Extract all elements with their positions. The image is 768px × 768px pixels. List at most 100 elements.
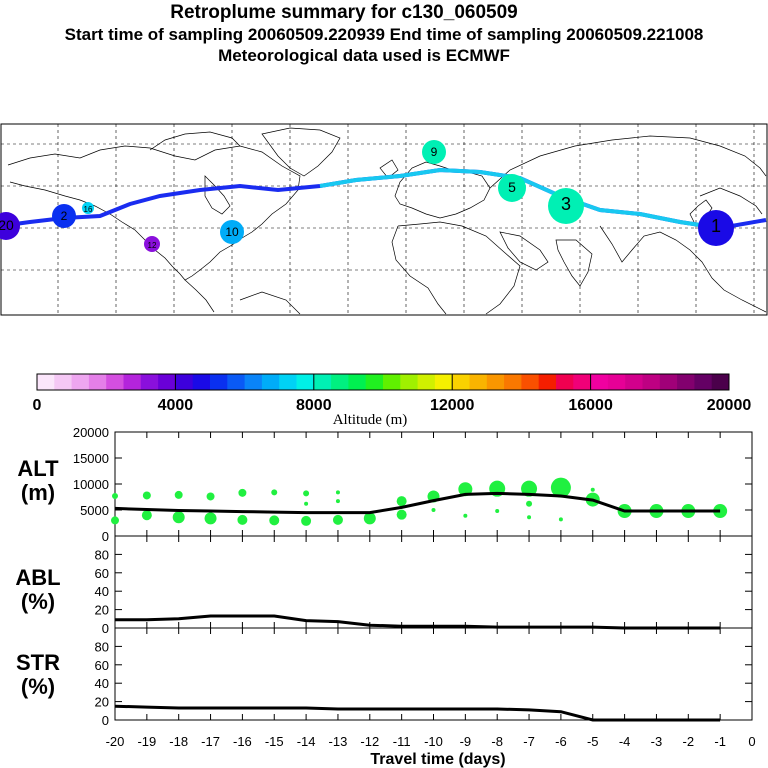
y-tick-label: 80 [95,547,109,562]
abl-panel-label: ABL [15,565,60,590]
trajectory-mark [82,202,94,214]
x-tick-label: -8 [491,734,503,749]
panel-str: 0 20 40 60 80 [95,627,753,728]
colorbar-cell [244,374,263,390]
map-frame [0,123,768,316]
colorbar-cell [486,374,505,390]
y-tick-label: 20 [95,603,109,618]
panel-abl: 0 20 40 60 80 [95,535,753,636]
world-map: 20 2 16 10 9 5 3 1 12 [0,123,768,316]
colorbar-tick-label: 8000 [296,397,332,414]
alt-scatter-point [271,489,278,496]
colorbar-cell [296,374,315,390]
colorbar-cell [88,374,107,390]
colorbar-tick-label: 12000 [430,397,475,414]
colorbar-cell [123,374,142,390]
colorbar-cell [37,374,55,390]
x-tick-label: -12 [360,734,379,749]
sampling-times: Start time of sampling 20060509.220939 E… [64,25,704,44]
colorbar-frame [36,373,730,391]
x-tick-label: -17 [201,734,220,749]
panel-frame [114,535,753,629]
alt-scatter-point [521,480,538,497]
trajectory-mark [144,236,160,252]
y-tick-label: 0 [102,713,109,728]
alt-scatter-point [141,510,152,521]
colorbar-cell [175,374,194,390]
x-tick-label: -11 [393,734,411,749]
trajectory-mark-label: 3 [561,194,571,214]
trajectory-mark-label: 1 [711,216,721,236]
alt-scatter-point [335,499,340,504]
x-tick-label: -13 [329,734,348,749]
x-tick-label: -6 [555,734,567,749]
y-tick-label: 80 [95,639,109,654]
alt-scatter-point [172,511,185,524]
alt-scatter-point [238,488,247,497]
altitude-colorbar: 0 4000 8000 12000 16000 20000 [33,373,751,414]
colorbar-tick-label: 4000 [158,397,194,414]
colorbar-cell [279,374,297,390]
met-data-source: Meteorological data used is ECMWF [218,46,510,65]
colorbar-cell [365,374,384,390]
colorbar-label: Altitude (m) [333,412,408,428]
alt-scatter-point [713,504,728,519]
colorbar-cell [71,374,90,390]
alt-scatter-point [335,490,340,495]
x-tick-label: -10 [424,734,443,749]
colorbar-cell [625,374,643,390]
colorbar-cell [521,374,540,390]
y-tick-label: 20000 [73,425,109,440]
alt-scatter-point [206,492,215,501]
alt-scatter-point [396,496,407,507]
colorbar-cell [331,374,349,390]
trajectory-mark [498,174,526,202]
alt-scatter-point [174,490,183,499]
trajectory-mark [220,220,244,244]
y-tick-label: 60 [95,566,109,581]
colorbar-cell [590,374,609,390]
x-tick-label: -16 [233,734,252,749]
alt-series-line [114,491,721,515]
x-tick-label: -19 [137,734,156,749]
y-tick-label: 15000 [73,451,109,466]
y-tick-label: 60 [95,658,109,673]
x-tick-label: -18 [169,734,188,749]
alt-scatter-point [332,514,343,525]
colorbar-cell [210,374,228,390]
alt-scatter-point [558,517,563,522]
trajectory-mark-label: 12 [148,241,157,250]
colorbar-tick-label: 0 [33,397,42,414]
alt-scatter-point [363,512,376,525]
alt-scatter-point [111,516,119,525]
x-tick-label: -1 [714,734,726,749]
alt-scatter-point [304,501,309,506]
trajectory-mark [52,204,76,228]
alt-scatter-point [431,508,436,512]
y-tick-label: 40 [95,676,109,691]
colorbar-cell [348,374,367,390]
colorbar-cell [556,374,574,390]
colorbar-cell [504,374,522,390]
str-panel-unit: (%) [21,674,55,699]
alt-scatter-point [396,509,407,520]
colorbar-cell [452,374,470,390]
x-tick-labels: -20 -19 -18 -17 -16 -15 -14 -13 -12 -11 -10 -9 -8 -7-… [106,734,756,749]
x-tick-label: -2 [683,734,695,749]
y-tick-label: 0 [102,529,109,544]
trajectory-mark-label: 16 [84,205,93,214]
x-tick-label: -3 [651,734,663,749]
colorbar-cell [313,374,332,390]
trajectory-mark-label: 5 [508,179,516,195]
x-tick-label: -7 [523,734,535,749]
alt-scatter-point [303,490,310,497]
y-tick-label: 40 [95,584,109,599]
alt-scatter-point [550,477,571,498]
panel-alt: 0 5000 10000 15000 20000 [73,425,753,544]
alt-panel-unit: (m) [21,480,55,505]
x-tick-label: -4 [619,734,631,749]
abl-panel-unit: (%) [21,589,55,614]
x-tick-label: -9 [460,734,472,749]
alt-scatter-point [269,515,280,526]
